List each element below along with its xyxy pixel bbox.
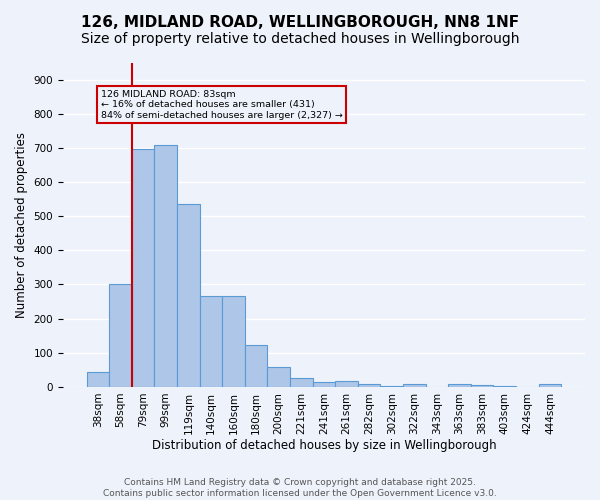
- Bar: [335, 381, 358, 387]
- Bar: [380, 386, 403, 387]
- Bar: [177, 204, 200, 387]
- Text: 126, MIDLAND ROAD, WELLINGBOROUGH, NN8 1NF: 126, MIDLAND ROAD, WELLINGBOROUGH, NN8 1…: [81, 15, 519, 30]
- Bar: [358, 384, 380, 387]
- Text: Contains HM Land Registry data © Crown copyright and database right 2025.
Contai: Contains HM Land Registry data © Crown c…: [103, 478, 497, 498]
- Bar: [313, 382, 335, 387]
- Bar: [539, 384, 561, 387]
- Bar: [471, 386, 493, 387]
- Text: Size of property relative to detached houses in Wellingborough: Size of property relative to detached ho…: [81, 32, 519, 46]
- Bar: [132, 149, 154, 387]
- Bar: [403, 384, 425, 387]
- Bar: [290, 378, 313, 387]
- Bar: [86, 372, 109, 387]
- Bar: [222, 296, 245, 387]
- Y-axis label: Number of detached properties: Number of detached properties: [15, 132, 28, 318]
- X-axis label: Distribution of detached houses by size in Wellingborough: Distribution of detached houses by size …: [152, 440, 496, 452]
- Bar: [109, 284, 132, 387]
- Bar: [493, 386, 516, 387]
- Text: 126 MIDLAND ROAD: 83sqm
← 16% of detached houses are smaller (431)
84% of semi-d: 126 MIDLAND ROAD: 83sqm ← 16% of detache…: [101, 90, 343, 120]
- Bar: [448, 384, 471, 387]
- Bar: [154, 146, 177, 387]
- Bar: [200, 296, 222, 387]
- Bar: [268, 368, 290, 387]
- Bar: [245, 346, 268, 387]
